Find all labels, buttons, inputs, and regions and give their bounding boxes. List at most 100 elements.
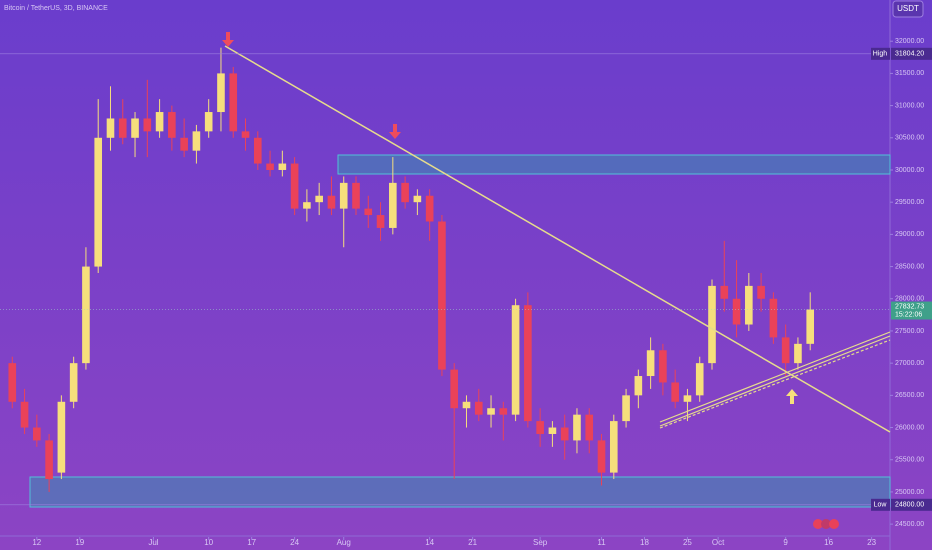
y-tick-label: 31000.00 <box>895 102 924 109</box>
x-tick-label: 14 <box>425 538 434 547</box>
candle-body <box>8 363 17 402</box>
marker-label: High <box>873 51 888 58</box>
candle-body <box>401 182 409 203</box>
candle-body <box>683 395 692 402</box>
marker-value-box <box>891 498 932 511</box>
countdown: 15:22:06 <box>895 311 922 318</box>
y-tick-label: 25000.00 <box>895 489 924 496</box>
resistance-zone <box>337 154 891 175</box>
y-tick-label: 24500.00 <box>895 521 924 528</box>
candle-body <box>143 118 152 132</box>
candle-body <box>278 163 287 170</box>
candle-body <box>425 195 434 222</box>
last-price: 27832.73 <box>895 303 924 310</box>
y-tick-label: 27500.00 <box>895 328 924 335</box>
candle-body <box>33 427 41 441</box>
candle-body <box>671 382 679 402</box>
candle-body <box>253 137 262 164</box>
candle-body <box>192 131 201 151</box>
y-tick-label: 28500.00 <box>895 263 924 270</box>
candle-body <box>20 401 29 428</box>
marker-value: 24800.00 <box>895 502 924 509</box>
candle-body <box>327 195 336 209</box>
arrow-down <box>389 124 401 139</box>
candle-body <box>794 343 802 364</box>
candle-body <box>106 118 115 138</box>
candle-body <box>290 163 299 209</box>
x-tick-label: 19 <box>75 538 84 547</box>
marker-value: 31804.20 <box>895 51 924 58</box>
candle-body <box>364 208 373 216</box>
channel-line <box>659 335 891 427</box>
candle-body <box>217 73 225 113</box>
candle-body <box>769 298 778 338</box>
candle-body <box>168 112 176 138</box>
candle-body <box>229 73 238 132</box>
trend-line <box>224 45 891 433</box>
candle-body <box>118 118 127 138</box>
candle-body <box>659 350 667 383</box>
x-tick-label: Oct <box>712 538 725 547</box>
candle-body <box>585 414 594 441</box>
candle-body <box>413 195 422 203</box>
chart-title: Bitcoin / TetherUS, 3D, BINANCE <box>4 5 108 12</box>
candle-body <box>745 285 753 325</box>
marker-label: Low <box>874 502 888 509</box>
candle-body <box>155 112 164 132</box>
candle-body <box>622 395 630 422</box>
support-zone <box>29 476 891 508</box>
candle-body <box>487 408 495 415</box>
candle-body <box>69 363 78 402</box>
candle-body <box>57 401 66 473</box>
candle-body <box>524 305 532 422</box>
marker-tag <box>871 47 890 60</box>
candle-body <box>339 182 348 209</box>
channel-line <box>659 339 891 429</box>
x-tick-label: 10 <box>204 538 213 547</box>
x-tick-label: 21 <box>468 538 477 547</box>
candle-body <box>499 408 508 415</box>
last-price-box <box>891 301 932 320</box>
y-tick-label: 27000.00 <box>895 360 924 367</box>
candle-body <box>806 309 815 344</box>
arrow-down <box>222 32 234 47</box>
candles <box>8 47 815 492</box>
candle-body <box>597 440 606 473</box>
candle-body <box>560 427 569 441</box>
x-tick-label: 12 <box>32 538 41 547</box>
currency-label[interactable]: USDT <box>897 4 919 13</box>
candle-body <box>241 131 250 138</box>
candle-body <box>720 285 729 299</box>
candle-body <box>131 118 139 138</box>
y-tick-label: 28000.00 <box>895 296 924 303</box>
candle-body <box>45 440 53 480</box>
candle-body <box>548 427 557 434</box>
x-tick-label: 11 <box>597 538 606 547</box>
candle-body <box>450 369 459 409</box>
currency-button[interactable] <box>892 0 924 18</box>
candle-body <box>438 221 446 370</box>
marker-value-box <box>891 47 932 60</box>
candle-body <box>352 182 360 209</box>
candle-body <box>204 112 213 132</box>
x-tick-label: 18 <box>640 538 649 547</box>
candle-body <box>708 285 716 364</box>
candle-body <box>695 363 704 396</box>
y-tick-label: 29000.00 <box>895 231 924 238</box>
x-tick-label: 25 <box>683 538 692 547</box>
candle-body <box>376 215 385 228</box>
x-tick-label: Jul <box>148 538 158 547</box>
candle-body <box>266 163 274 170</box>
x-tick-label: 24 <box>290 538 299 547</box>
candle-body <box>94 137 103 267</box>
y-tick-label: 30000.00 <box>895 167 924 174</box>
candle-body <box>315 195 323 203</box>
candle-body <box>781 337 790 364</box>
y-tick-label: 30500.00 <box>895 135 924 142</box>
x-tick-label: 9 <box>783 538 788 547</box>
marker-tag <box>871 498 890 511</box>
y-tick-label: 25500.00 <box>895 457 924 464</box>
candle-body <box>536 421 544 434</box>
candle-body <box>389 182 397 228</box>
